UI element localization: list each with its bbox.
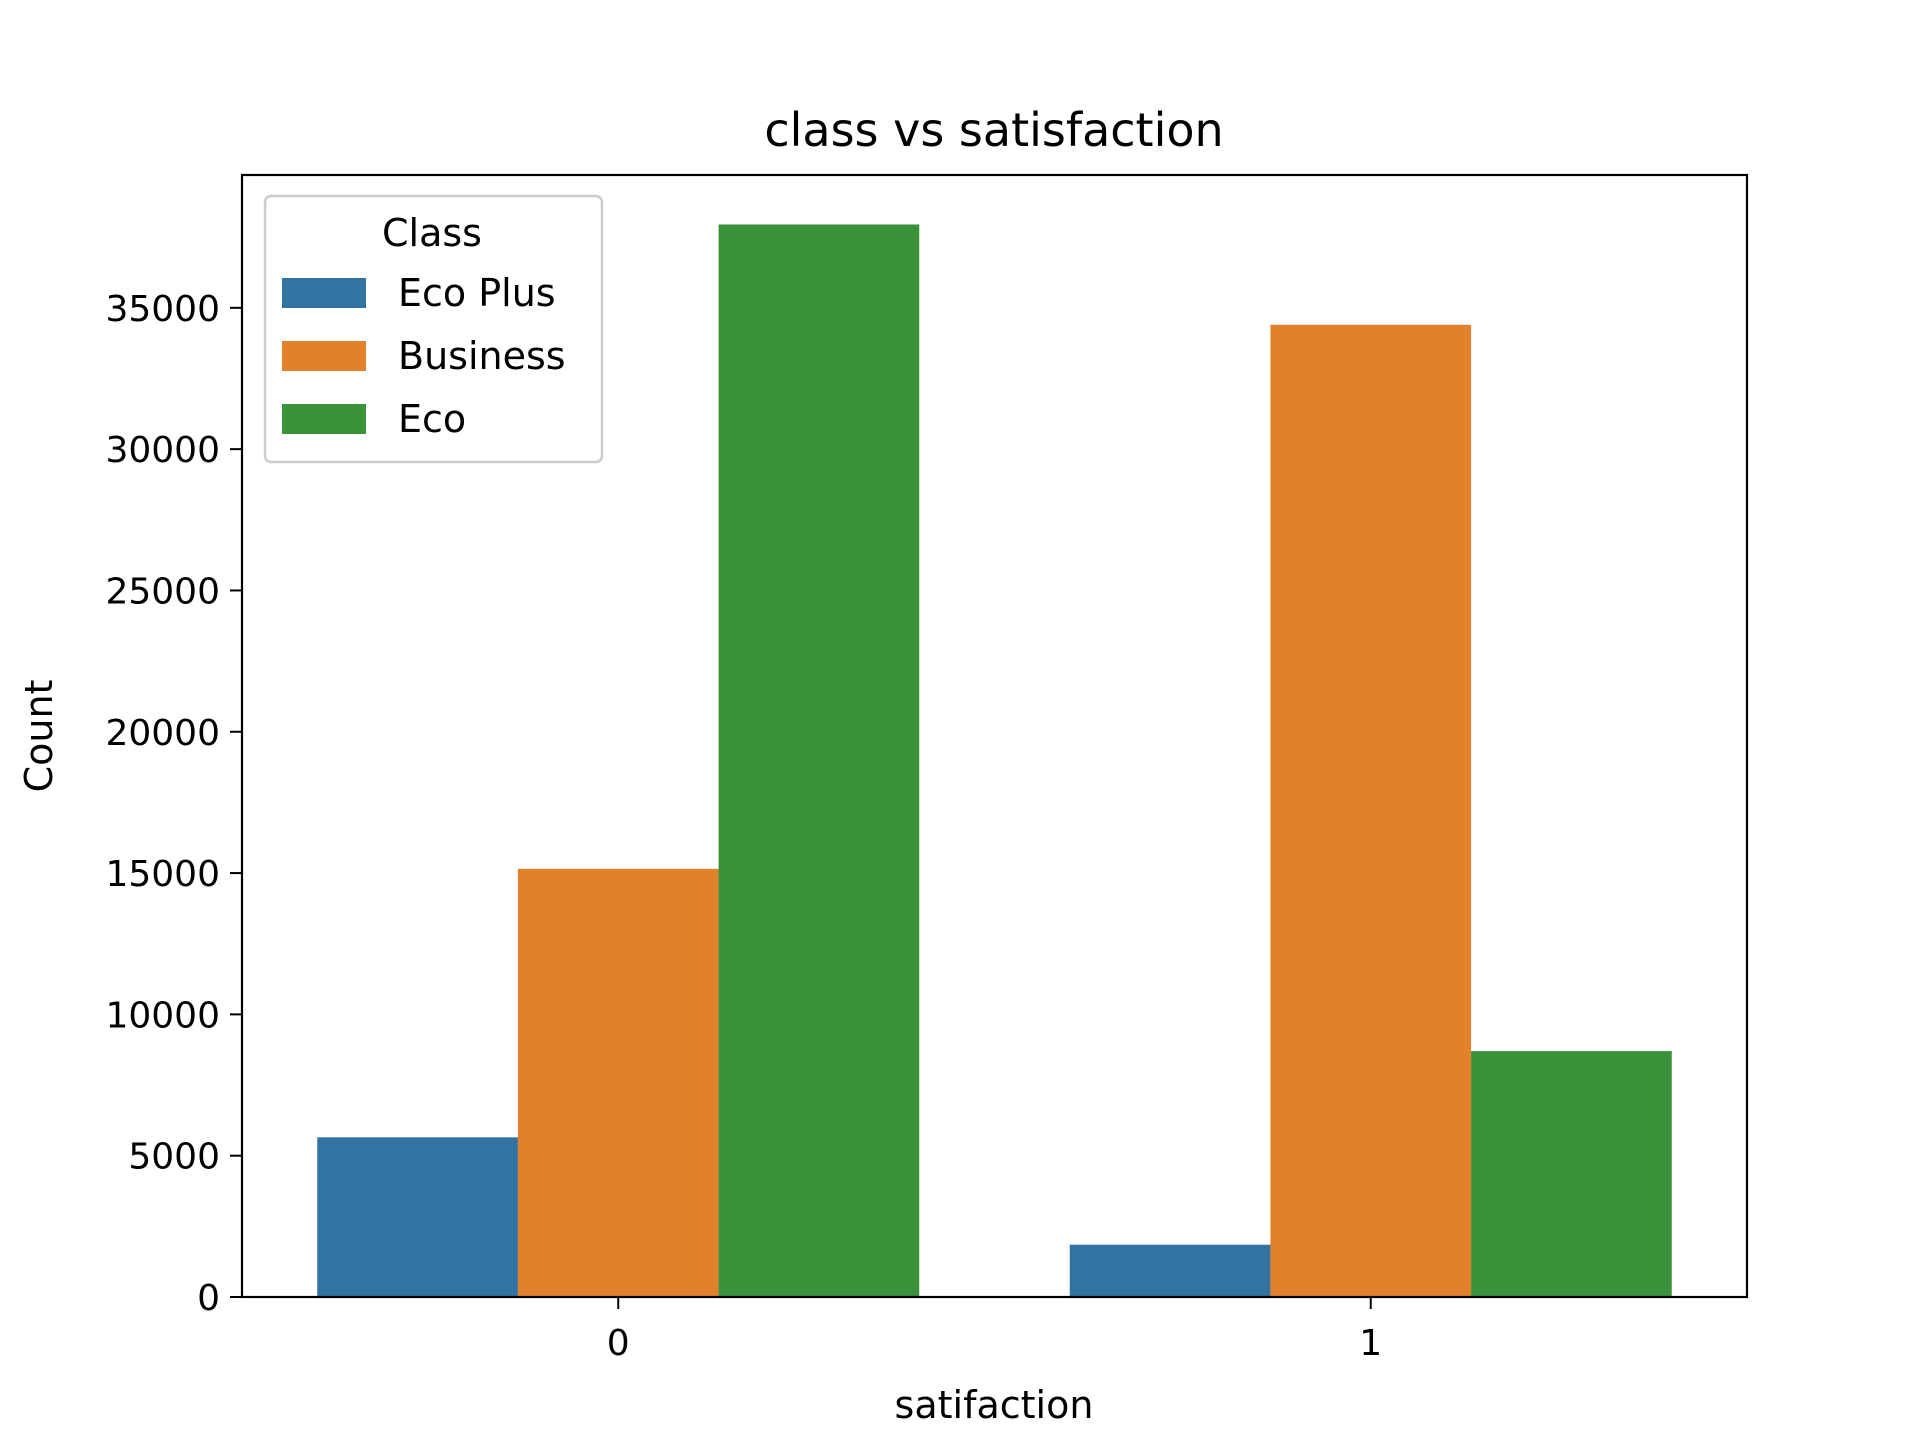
legend-swatch <box>282 341 366 371</box>
legend-swatch <box>282 404 366 434</box>
legend-label: Business <box>398 334 566 378</box>
legend-box <box>263 194 604 464</box>
x-axis-label: satifaction <box>895 1383 1094 1427</box>
legend: Class Eco Plus Business Eco <box>263 194 604 464</box>
y-axis-label: Count <box>17 680 61 793</box>
legend-label: Eco Plus <box>398 271 556 315</box>
bar-eco-plus-1 <box>1069 1244 1271 1297</box>
x-tick-label: 1 <box>1359 1323 1382 1364</box>
bars-layer <box>317 224 1672 1297</box>
y-tick-label: 10000 <box>105 995 220 1036</box>
x-tick-label: 0 <box>607 1323 630 1364</box>
y-tick-label: 5000 <box>128 1137 220 1178</box>
y-tick-label: 20000 <box>105 713 220 754</box>
y-tick-label: 35000 <box>105 289 220 330</box>
bar-eco-1 <box>1471 1051 1672 1297</box>
bar-business-1 <box>1270 324 1472 1297</box>
bar-eco-plus-0 <box>317 1137 518 1297</box>
y-tick-label: 30000 <box>105 430 220 471</box>
y-axis-ticks: 0 5000 10000 15000 20000 25000 30000 35000 <box>105 289 242 1319</box>
legend-swatch <box>282 278 366 308</box>
bar-eco-0 <box>718 224 920 1297</box>
bar-business-0 <box>517 868 719 1297</box>
plot-frame <box>240 173 1749 1299</box>
legend-items: Eco Plus Business Eco <box>282 271 566 441</box>
chart-title: class vs satisfaction <box>764 103 1223 157</box>
y-tick-label: 15000 <box>105 854 220 895</box>
legend-title: Class <box>382 211 482 255</box>
y-tick-label: 0 <box>197 1278 220 1319</box>
legend-label: Eco <box>398 397 466 441</box>
y-tick-label: 25000 <box>105 571 220 612</box>
